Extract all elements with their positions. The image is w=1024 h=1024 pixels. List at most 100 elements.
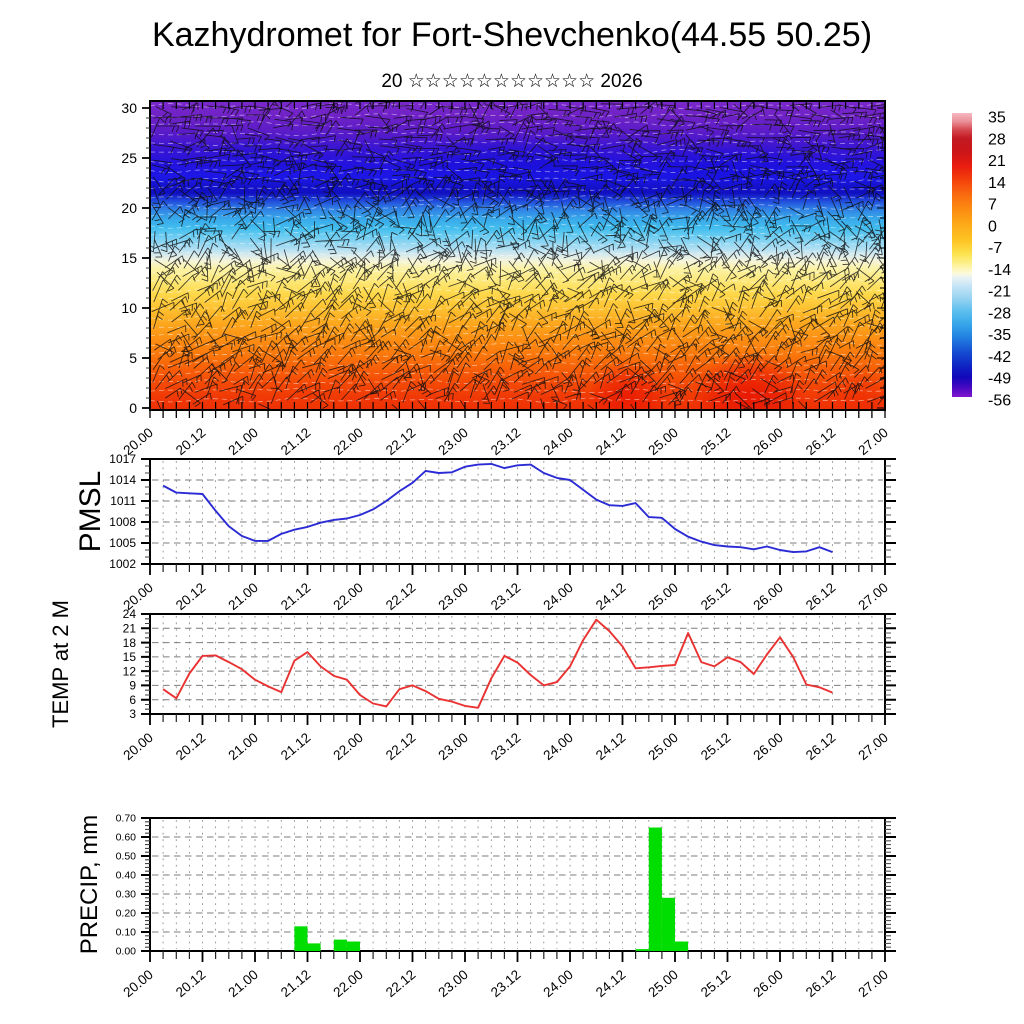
x-axis-label: 23.00 bbox=[435, 580, 471, 613]
x-axis-label: 23.00 bbox=[435, 967, 471, 1000]
x-axis-label: 25.12 bbox=[698, 580, 734, 613]
colorbar-label: 7 bbox=[988, 197, 997, 214]
colorbar-label: -21 bbox=[988, 284, 1011, 301]
pmsl-line bbox=[162, 462, 833, 554]
x-axis-label: 27.00 bbox=[855, 580, 891, 613]
temp-line bbox=[162, 618, 833, 709]
temp-panel-ytick: 6 bbox=[129, 693, 136, 707]
precip-bar bbox=[661, 897, 675, 951]
x-axis-label: 24.12 bbox=[593, 730, 629, 763]
x-axis-label: 22.00 bbox=[330, 425, 366, 458]
x-axis-label: 20.00 bbox=[120, 730, 156, 763]
x-axis-label: 25.00 bbox=[645, 580, 681, 613]
colorbar-label: 28 bbox=[988, 131, 1006, 148]
x-axis-label: 24.00 bbox=[540, 730, 576, 763]
precip-panel-axis-title: PRECIP, mm bbox=[76, 815, 103, 955]
pmsl-panel-ytick: 1014 bbox=[109, 473, 136, 487]
page-subtitle: 20 ☆☆☆☆☆☆☆☆☆☆☆ 2026 bbox=[381, 71, 643, 92]
colorbar-label: -56 bbox=[988, 393, 1011, 410]
x-axis-label: 26.12 bbox=[803, 730, 839, 763]
x-axis-label: 24.12 bbox=[593, 580, 629, 613]
temp-panel-ytick: 24 bbox=[123, 607, 137, 621]
colorbar: 35 28 21 14 7 0 -7 -14 -21 -28 -35 -42 -49 -56 bbox=[952, 110, 1011, 410]
colorbar-label: -14 bbox=[988, 262, 1011, 279]
pmsl-panel-ytick: 1005 bbox=[109, 536, 136, 550]
precip-panel-x-axis: 20.00 20.12 21.00 21.12 22.00 22.12 23.00 23.12… bbox=[120, 967, 891, 1000]
x-axis-label: 24.12 bbox=[593, 425, 629, 458]
temp-panel-axis-title: TEMP at 2 M bbox=[48, 600, 73, 728]
precip-bar bbox=[333, 939, 347, 951]
colorbar-label: 14 bbox=[988, 175, 1006, 192]
x-axis-label: 20.12 bbox=[173, 580, 209, 613]
x-axis-label: 27.00 bbox=[855, 730, 891, 763]
pmsl-panel-axis-title: PMSL bbox=[74, 471, 107, 553]
x-axis-label: 22.00 bbox=[330, 730, 366, 763]
temp-panel-ytick: 3 bbox=[129, 707, 136, 721]
precip-bar bbox=[675, 941, 689, 951]
cross-section-x-axis: 20.00 20.12 21.00 21.12 22.00 22.12 23.00 23.12… bbox=[120, 425, 891, 458]
cross-section-ytick: 15 bbox=[121, 250, 137, 266]
x-axis-label: 21.12 bbox=[278, 730, 314, 763]
x-axis-label: 21.00 bbox=[225, 730, 261, 763]
cross-section-ytick: 0 bbox=[129, 400, 137, 416]
precip-bar bbox=[346, 941, 360, 951]
cross-section-ytick: 30 bbox=[121, 100, 137, 116]
colorbar-label: 35 bbox=[988, 110, 1006, 127]
precip-panel-ytick: 0.20 bbox=[116, 908, 137, 920]
x-axis-label: 26.12 bbox=[803, 580, 839, 613]
x-axis-label: 25.00 bbox=[645, 425, 681, 458]
precip-panel-ytick: 0.70 bbox=[116, 813, 137, 825]
temp-panel-ytick: 12 bbox=[123, 664, 137, 678]
x-axis-label: 23.00 bbox=[435, 730, 471, 763]
x-axis-label: 24.00 bbox=[540, 967, 576, 1000]
temp-panel-ytick: 15 bbox=[123, 650, 137, 664]
x-axis-label: 26.00 bbox=[750, 425, 786, 458]
x-axis-label: 20.12 bbox=[173, 425, 209, 458]
x-axis-label: 27.00 bbox=[855, 425, 891, 458]
x-axis-label: 22.00 bbox=[330, 967, 366, 1000]
temp-panel-ytick: 18 bbox=[123, 636, 137, 650]
x-axis-label: 21.00 bbox=[225, 967, 261, 1000]
temp-panel-ytick: 21 bbox=[123, 621, 137, 635]
cross-section-ytick: 25 bbox=[121, 150, 137, 166]
x-axis-label: 23.12 bbox=[488, 967, 524, 1000]
cross-section-ytick: 20 bbox=[121, 200, 137, 216]
x-axis-label: 20.00 bbox=[120, 967, 156, 1000]
temp-panel-ytick: 9 bbox=[129, 679, 136, 693]
x-axis-label: 25.00 bbox=[645, 730, 681, 763]
x-axis-label: 21.12 bbox=[278, 580, 314, 613]
x-axis-label: 20.12 bbox=[173, 967, 209, 1000]
pmsl-panel-ytick: 1002 bbox=[109, 557, 136, 571]
colorbar-label: -42 bbox=[988, 349, 1011, 366]
cross-section-ytick: 5 bbox=[129, 350, 137, 366]
colorbar-label: 21 bbox=[988, 153, 1006, 170]
x-axis-label: 27.00 bbox=[855, 967, 891, 1000]
x-axis-label: 26.12 bbox=[803, 425, 839, 458]
x-axis-label: 23.12 bbox=[488, 730, 524, 763]
x-axis-label: 22.12 bbox=[383, 425, 419, 458]
temperature-blob bbox=[403, 137, 632, 189]
precip-panel-ytick: 0.50 bbox=[116, 851, 137, 863]
precip-panel-ytick: 0.00 bbox=[116, 946, 137, 958]
colorbar-label: -49 bbox=[988, 371, 1011, 388]
cross-section-ytick: 10 bbox=[121, 300, 137, 316]
precip-panel-ytick: 0.30 bbox=[116, 889, 137, 901]
colorbar-label: -7 bbox=[988, 240, 1002, 257]
x-axis-label: 26.12 bbox=[803, 967, 839, 1000]
pmsl-panel-ytick: 1008 bbox=[109, 515, 136, 529]
x-axis-label: 25.00 bbox=[645, 967, 681, 1000]
x-axis-label: 21.12 bbox=[278, 967, 314, 1000]
x-axis-label: 26.00 bbox=[750, 580, 786, 613]
x-axis-label: 25.12 bbox=[698, 730, 734, 763]
x-axis-label: 23.00 bbox=[435, 425, 471, 458]
colorbar-gradient bbox=[952, 113, 972, 397]
wind-barbs-overlay bbox=[151, 102, 884, 409]
temp-panel-x-axis: 20.00 20.12 21.00 21.12 22.00 22.12 23.00 23.12… bbox=[120, 730, 891, 763]
x-axis-label: 26.00 bbox=[750, 730, 786, 763]
x-axis-label: 24.00 bbox=[540, 580, 576, 613]
